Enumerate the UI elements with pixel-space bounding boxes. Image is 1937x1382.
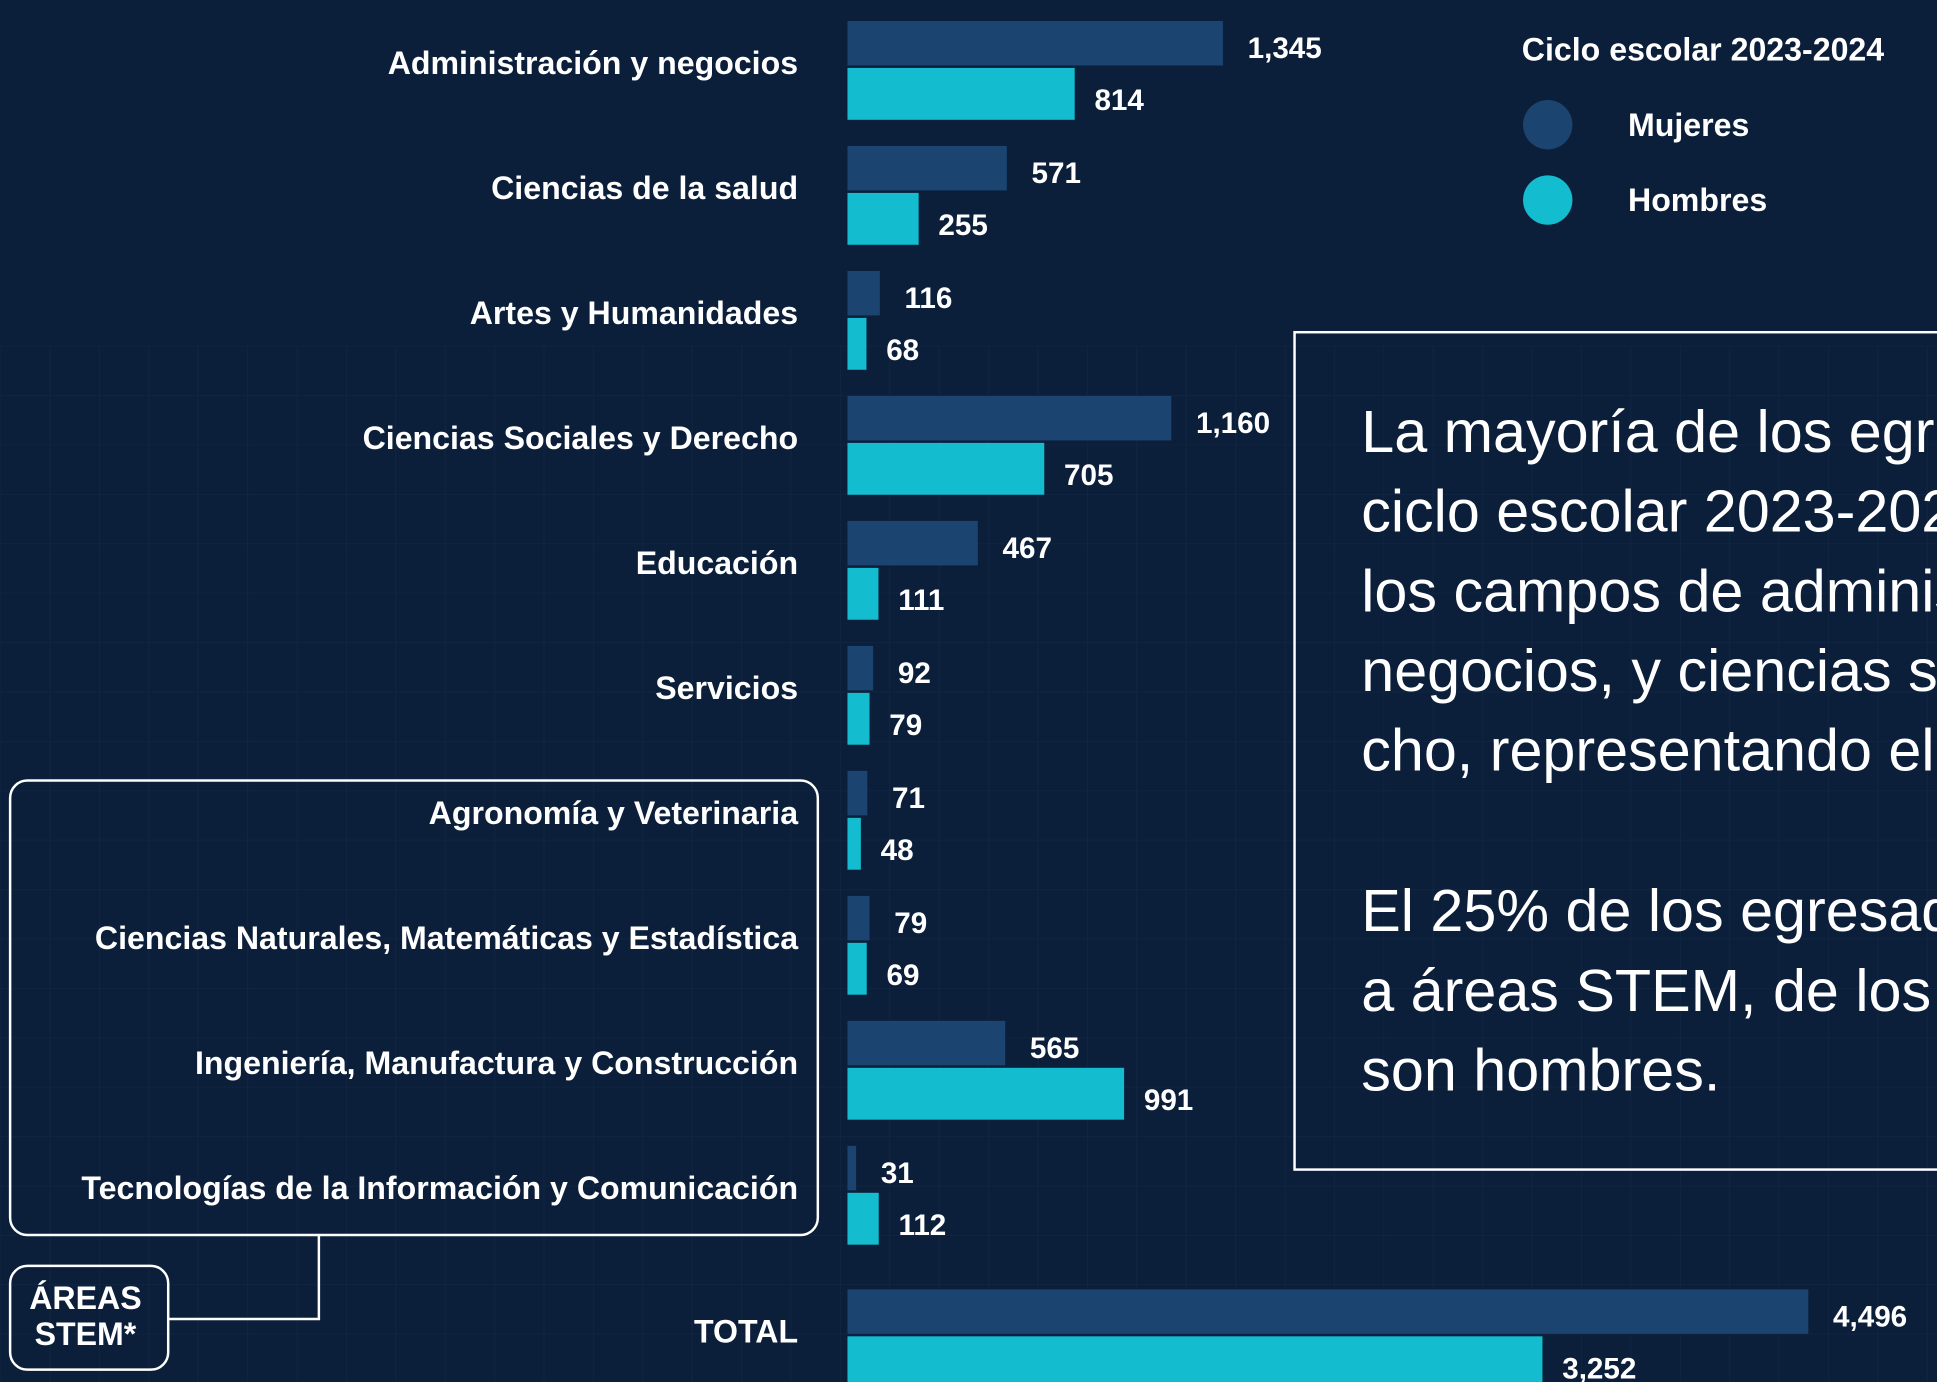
category-label: Educación	[636, 545, 798, 581]
bar	[847, 645, 874, 691]
category-label: Artes y Humanidades	[470, 295, 798, 331]
value-label: 116	[905, 282, 953, 315]
legend-label: Mujeres	[1628, 107, 1749, 143]
grid-pattern	[0, 345, 1937, 1382]
paragraph-line: son hombres.	[1361, 1037, 1720, 1104]
value-label: 79	[889, 709, 922, 742]
bar	[847, 20, 1223, 66]
bar	[847, 770, 868, 816]
bar	[847, 67, 1075, 120]
stem-label: ÁREAS	[29, 1280, 141, 1316]
paragraph-line: ciclo escolar 2023-2024 provienen de	[1361, 478, 1937, 545]
text-box	[1293, 330, 1937, 1171]
bar	[847, 942, 867, 995]
bar	[847, 520, 978, 566]
bar	[847, 270, 880, 316]
value-label: 3,252	[1562, 1352, 1636, 1382]
bar	[847, 1336, 1543, 1382]
value-label: 814	[1094, 84, 1144, 117]
value-label: 4,496	[1833, 1300, 1907, 1333]
bar	[847, 1192, 879, 1245]
paragraph-line: los campos de administración y	[1361, 557, 1937, 624]
value-label: 31	[881, 1157, 914, 1190]
bar	[847, 895, 870, 941]
paragraph-line: El 25% de los egresados pertenece	[1361, 877, 1937, 944]
value-label: 79	[894, 907, 927, 940]
bar	[847, 1145, 857, 1191]
bar	[847, 192, 919, 245]
stem-label-box	[8, 1264, 170, 1371]
value-label: 467	[1003, 532, 1052, 565]
value-label: 112	[898, 1209, 946, 1242]
bar	[847, 1020, 1006, 1066]
bar	[847, 1067, 1125, 1120]
value-label: 991	[1144, 1084, 1193, 1117]
bar	[847, 692, 870, 745]
bar	[847, 145, 1007, 191]
value-label: 565	[1030, 1032, 1079, 1065]
stem-connector	[168, 1235, 321, 1321]
category-label: TOTAL	[694, 1313, 798, 1349]
value-label: 68	[886, 334, 919, 367]
category-label: Ciencias Naturales, Matemáticas y Estadí…	[95, 920, 799, 956]
value-label: 1,160	[1196, 407, 1270, 440]
paragraph-line: cho, representando el	[1361, 717, 1934, 784]
value-label: 705	[1064, 459, 1113, 492]
bar	[847, 567, 879, 620]
bar	[847, 1289, 1809, 1334]
bar	[847, 442, 1045, 495]
legend-swatch	[1523, 100, 1573, 150]
paragraph-line: La mayoría de los egresados del	[1361, 398, 1937, 465]
stem-label: STEM*	[35, 1316, 137, 1352]
legend-title: Ciclo escolar 2023-2024	[1522, 32, 1885, 68]
value-label: 255	[938, 209, 987, 242]
bar	[847, 395, 1172, 441]
legend-label: Hombres	[1628, 182, 1767, 218]
category-label: Tecnologías de la Información y Comunica…	[81, 1170, 798, 1206]
value-label: 1,345	[1248, 32, 1322, 65]
category-label: Administración y negocios	[388, 45, 798, 81]
paragraph-line: a áreas STEM, de los cuales la mayoría	[1361, 957, 1937, 1024]
legend-swatch	[1523, 175, 1573, 225]
value-label: 71	[892, 782, 925, 815]
category-label: Servicios	[655, 670, 798, 706]
category-label: Ciencias de la salud	[491, 170, 798, 206]
value-label: 48	[881, 834, 914, 867]
category-label: Ciencias Sociales y Derecho	[363, 420, 798, 456]
value-label: 571	[1032, 157, 1081, 190]
value-label: 111	[898, 584, 944, 617]
category-label: Ingeniería, Manufactura y Construcción	[195, 1045, 798, 1081]
category-label: Agronomía y Veterinaria	[429, 795, 800, 831]
value-label: 69	[886, 959, 919, 992]
value-label: 92	[898, 657, 931, 690]
stem-box	[8, 779, 820, 1237]
bar	[847, 817, 861, 870]
paragraph-line: negocios, y ciencias sociales y dere-	[1361, 637, 1937, 704]
bar	[847, 317, 867, 370]
